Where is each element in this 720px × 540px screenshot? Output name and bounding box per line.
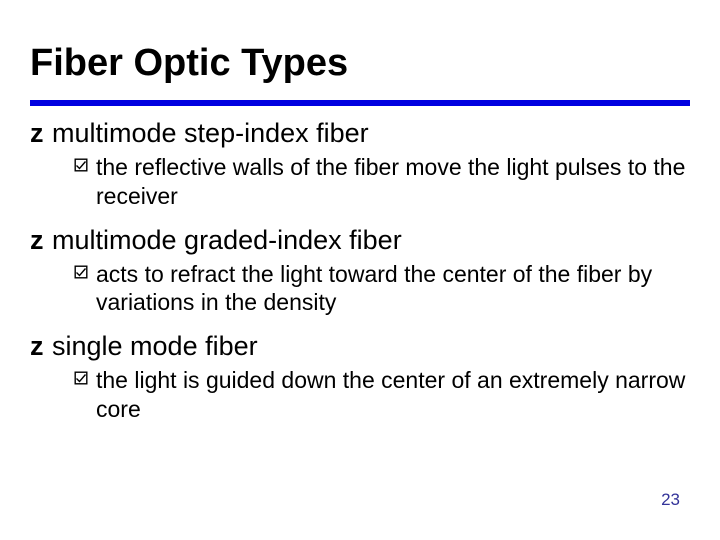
page-number: 23 [661,490,680,510]
sublist: acts to refract the light toward the cen… [74,260,690,318]
bullet-glyph-z: z [30,118,52,149]
bullet-glyph-z: z [30,225,52,256]
bullet-level2: acts to refract the light toward the cen… [74,260,690,318]
bullet-level1-text: single mode fiber [52,331,258,362]
bullet-level2-text: the light is guided down the center of a… [96,366,690,424]
checkbox-bullet-icon [74,153,96,172]
title-underline [30,100,690,106]
bullet-level1: z multimode step-index fiber [30,118,690,149]
bullet-glyph-z: z [30,331,52,362]
slide: Fiber Optic Types z multimode step-index… [0,0,720,540]
checkbox-bullet-icon [74,260,96,279]
bullet-level1: z single mode fiber [30,331,690,362]
bullet-level2: the reflective walls of the fiber move t… [74,153,690,211]
bullet-level2-text: acts to refract the light toward the cen… [96,260,690,318]
sublist: the light is guided down the center of a… [74,366,690,424]
sublist: the reflective walls of the fiber move t… [74,153,690,211]
slide-title: Fiber Optic Types [30,42,348,85]
slide-content: z multimode step-index fiber the reflect… [30,118,690,438]
bullet-level1-text: multimode graded-index fiber [52,225,402,256]
checkbox-bullet-icon [74,366,96,385]
bullet-level1-text: multimode step-index fiber [52,118,369,149]
bullet-level2-text: the reflective walls of the fiber move t… [96,153,690,211]
bullet-level2: the light is guided down the center of a… [74,366,690,424]
bullet-level1: z multimode graded-index fiber [30,225,690,256]
